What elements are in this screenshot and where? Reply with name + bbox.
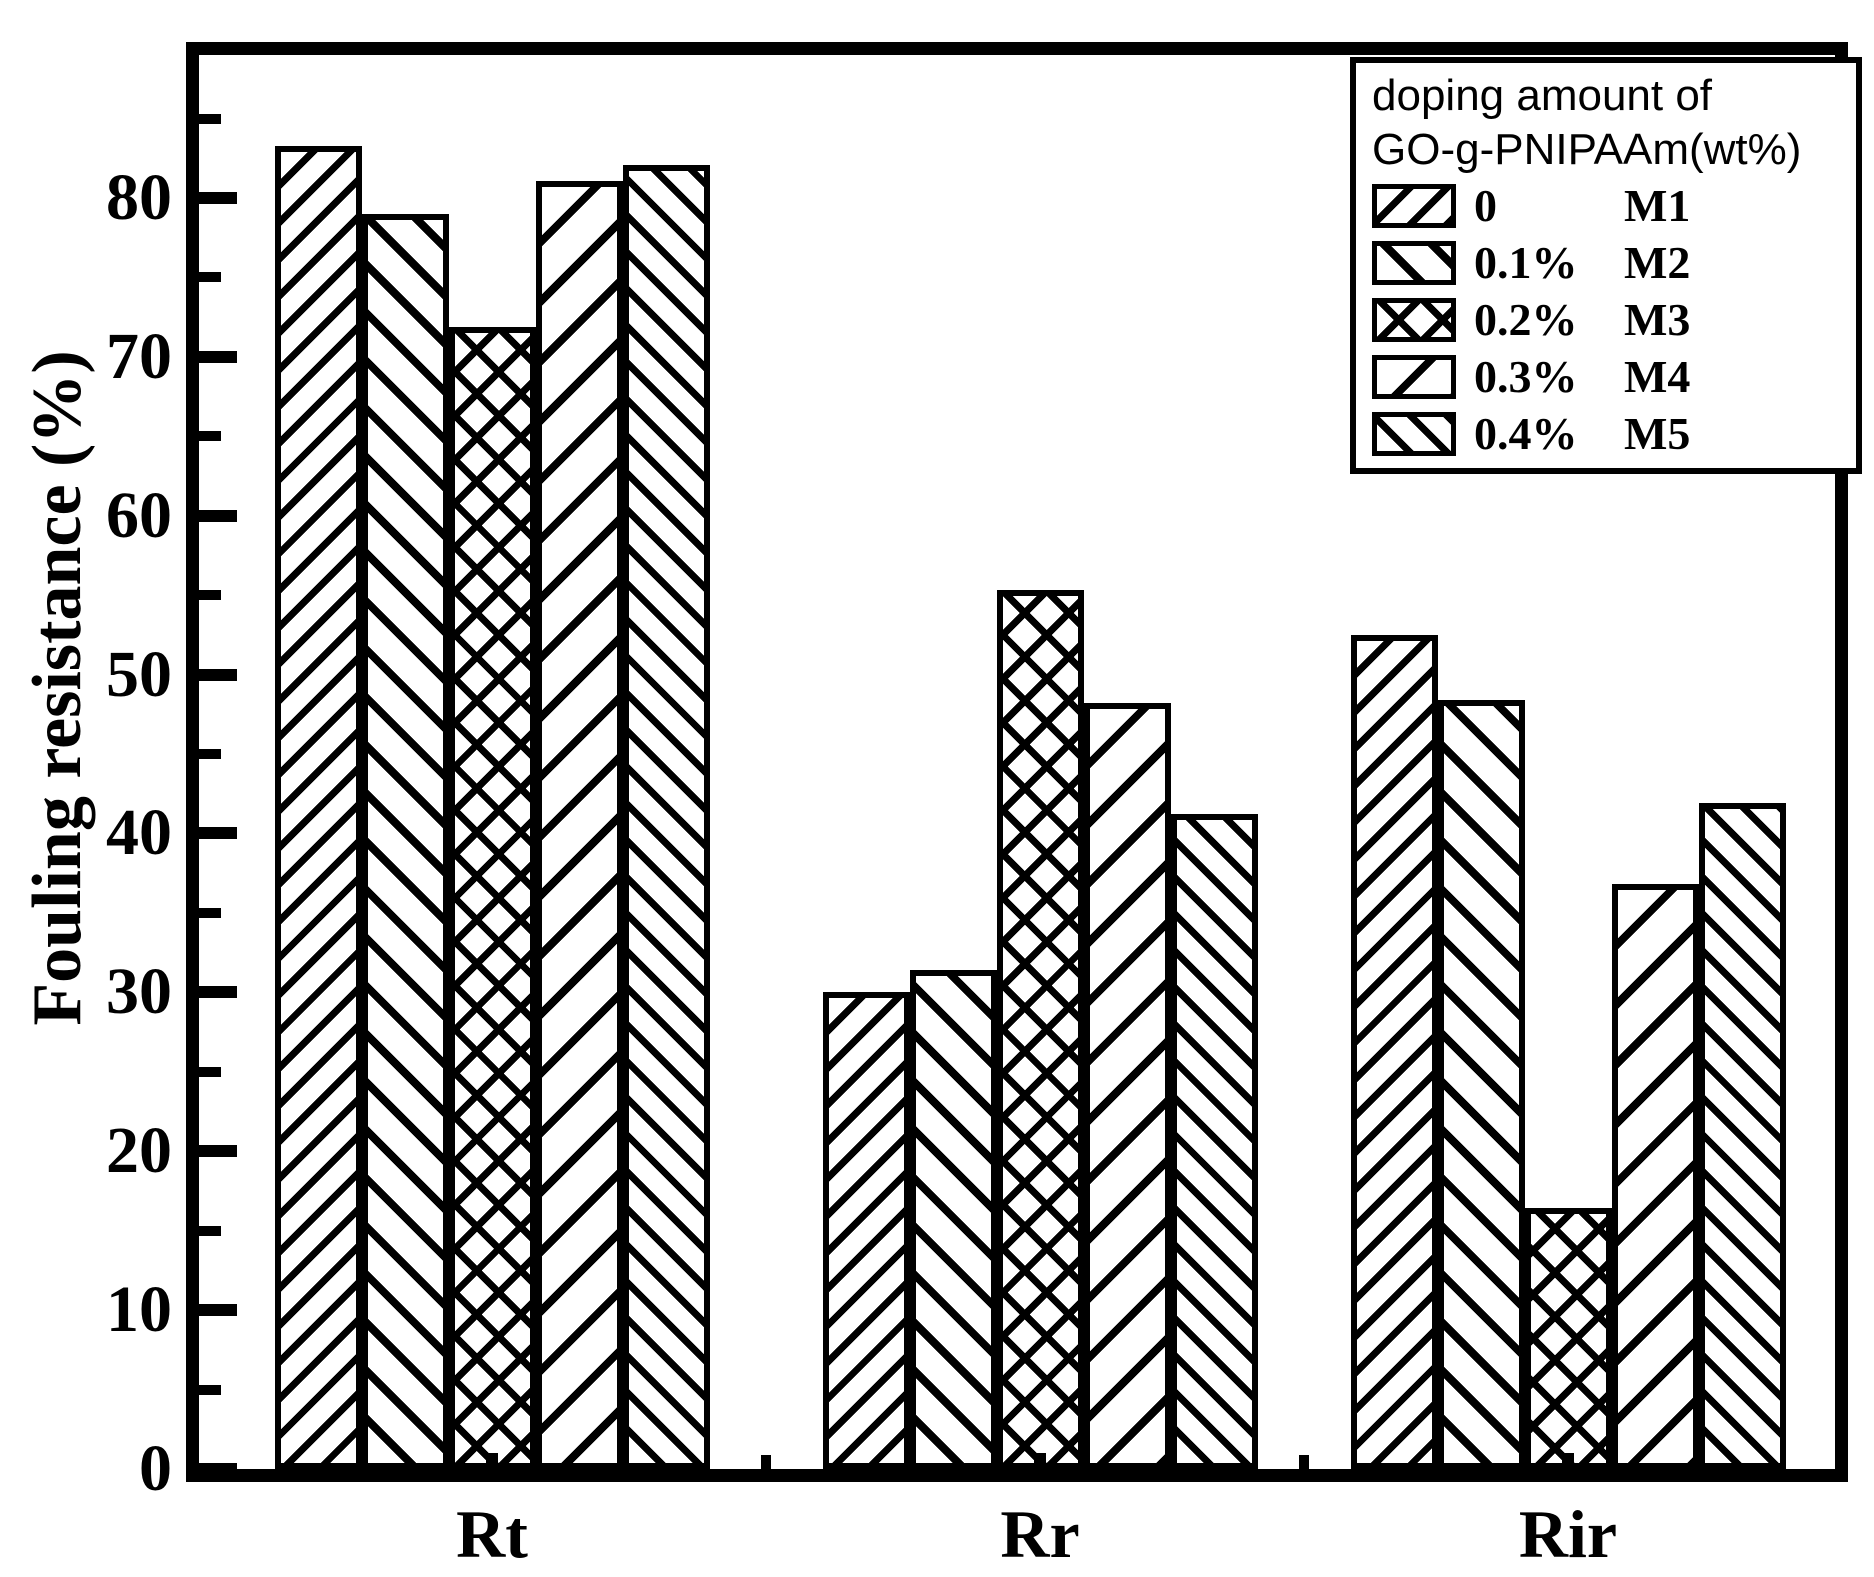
y-tick-label: 50 — [106, 637, 172, 711]
legend-title-line2: GO-g-PNIPAAm(wt%) — [1372, 125, 1802, 174]
legend-model-label: M3 — [1624, 294, 1691, 345]
y-tick-label: 0 — [139, 1432, 172, 1505]
bar-Rr-M5 — [1170, 814, 1258, 1469]
y-minor-tick — [199, 113, 221, 124]
legend-doping-label: 0.3% — [1474, 351, 1578, 402]
legend-row: 0.1% M2 — [1372, 234, 1856, 291]
bar-Rir-M2 — [1437, 700, 1525, 1469]
legend-items: 0 M1 0.1% M2 0.2% M3 0.3% M4 0.4% M5 — [1372, 177, 1856, 462]
bar-Rr-M1 — [822, 992, 910, 1469]
legend-row: 0.4% M5 — [1372, 405, 1856, 462]
legend-row: 0.3% M4 — [1372, 348, 1856, 405]
bar-Rt-M2 — [361, 213, 449, 1469]
legend-model-label: M5 — [1624, 408, 1691, 459]
bar-Rir-M5 — [1698, 803, 1786, 1469]
y-minor-tick — [199, 1384, 221, 1395]
legend-model-label: M2 — [1624, 237, 1691, 288]
category-label: Rt — [456, 1496, 528, 1572]
legend: doping amount of GO-g-PNIPAAm(wt%) 0 M1 0.… — [1350, 57, 1862, 474]
category-label: Rr — [1000, 1496, 1080, 1572]
bar-Rt-M5 — [622, 164, 710, 1469]
bar-Rr-M4 — [1083, 703, 1171, 1469]
bar-Rr-M2 — [909, 970, 997, 1469]
legend-row: 0 M1 — [1372, 177, 1856, 234]
y-minor-tick — [199, 1066, 221, 1077]
bar-Rt-M3 — [448, 326, 536, 1469]
y-minor-tick — [199, 590, 221, 601]
legend-doping-label: 0.1% — [1474, 237, 1578, 288]
y-major-tick — [199, 986, 237, 999]
y-tick-label: 30 — [106, 955, 172, 1029]
y-major-tick — [199, 509, 237, 522]
y-major-tick — [199, 1145, 237, 1158]
y-minor-tick — [199, 272, 221, 283]
bar-Rt-M4 — [535, 180, 623, 1469]
bar-Rir-M4 — [1611, 884, 1699, 1469]
x-major-tick — [486, 1453, 498, 1469]
legend-swatch-M5 — [1372, 411, 1456, 456]
x-major-tick — [1562, 1453, 1574, 1469]
legend-swatch-M3 — [1372, 297, 1456, 342]
bar-Rir-M3 — [1524, 1208, 1612, 1469]
y-major-tick — [199, 1304, 237, 1317]
legend-model-label: M1 — [1624, 180, 1691, 231]
x-minor-tick — [1299, 1455, 1309, 1469]
y-major-tick — [199, 827, 237, 840]
legend-swatch-M1 — [1372, 183, 1456, 228]
category-label: Rir — [1518, 1496, 1618, 1572]
y-minor-tick — [199, 431, 221, 442]
y-tick-label: 60 — [106, 478, 172, 552]
legend-swatch-M2 — [1372, 240, 1456, 285]
y-minor-tick — [199, 1225, 221, 1236]
legend-swatch-M4 — [1372, 354, 1456, 399]
legend-doping-label: 0.4% — [1474, 408, 1578, 459]
y-major-tick — [199, 1463, 237, 1475]
legend-title-line1: doping amount of — [1372, 71, 1713, 120]
y-major-tick — [199, 191, 237, 204]
y-minor-tick — [199, 749, 221, 760]
y-tick-label: 70 — [106, 319, 172, 393]
y-tick-label: 80 — [106, 160, 172, 234]
legend-row: 0.2% M3 — [1372, 291, 1856, 348]
y-major-tick — [199, 668, 237, 681]
legend-doping-label: 0.2% — [1474, 294, 1578, 345]
legend-doping-label: 0 — [1474, 180, 1497, 231]
y-minor-tick — [199, 907, 221, 918]
bar-Rt-M1 — [274, 145, 362, 1469]
legend-model-label: M4 — [1624, 351, 1691, 402]
y-tick-label: 40 — [106, 796, 172, 870]
y-tick-label: 10 — [106, 1273, 172, 1347]
bar-Rir-M1 — [1350, 634, 1438, 1469]
y-major-tick — [199, 350, 237, 363]
x-major-tick — [1034, 1453, 1046, 1469]
bar-Rr-M3 — [996, 590, 1084, 1469]
x-minor-tick — [761, 1455, 771, 1469]
y-tick-label: 20 — [106, 1114, 172, 1188]
